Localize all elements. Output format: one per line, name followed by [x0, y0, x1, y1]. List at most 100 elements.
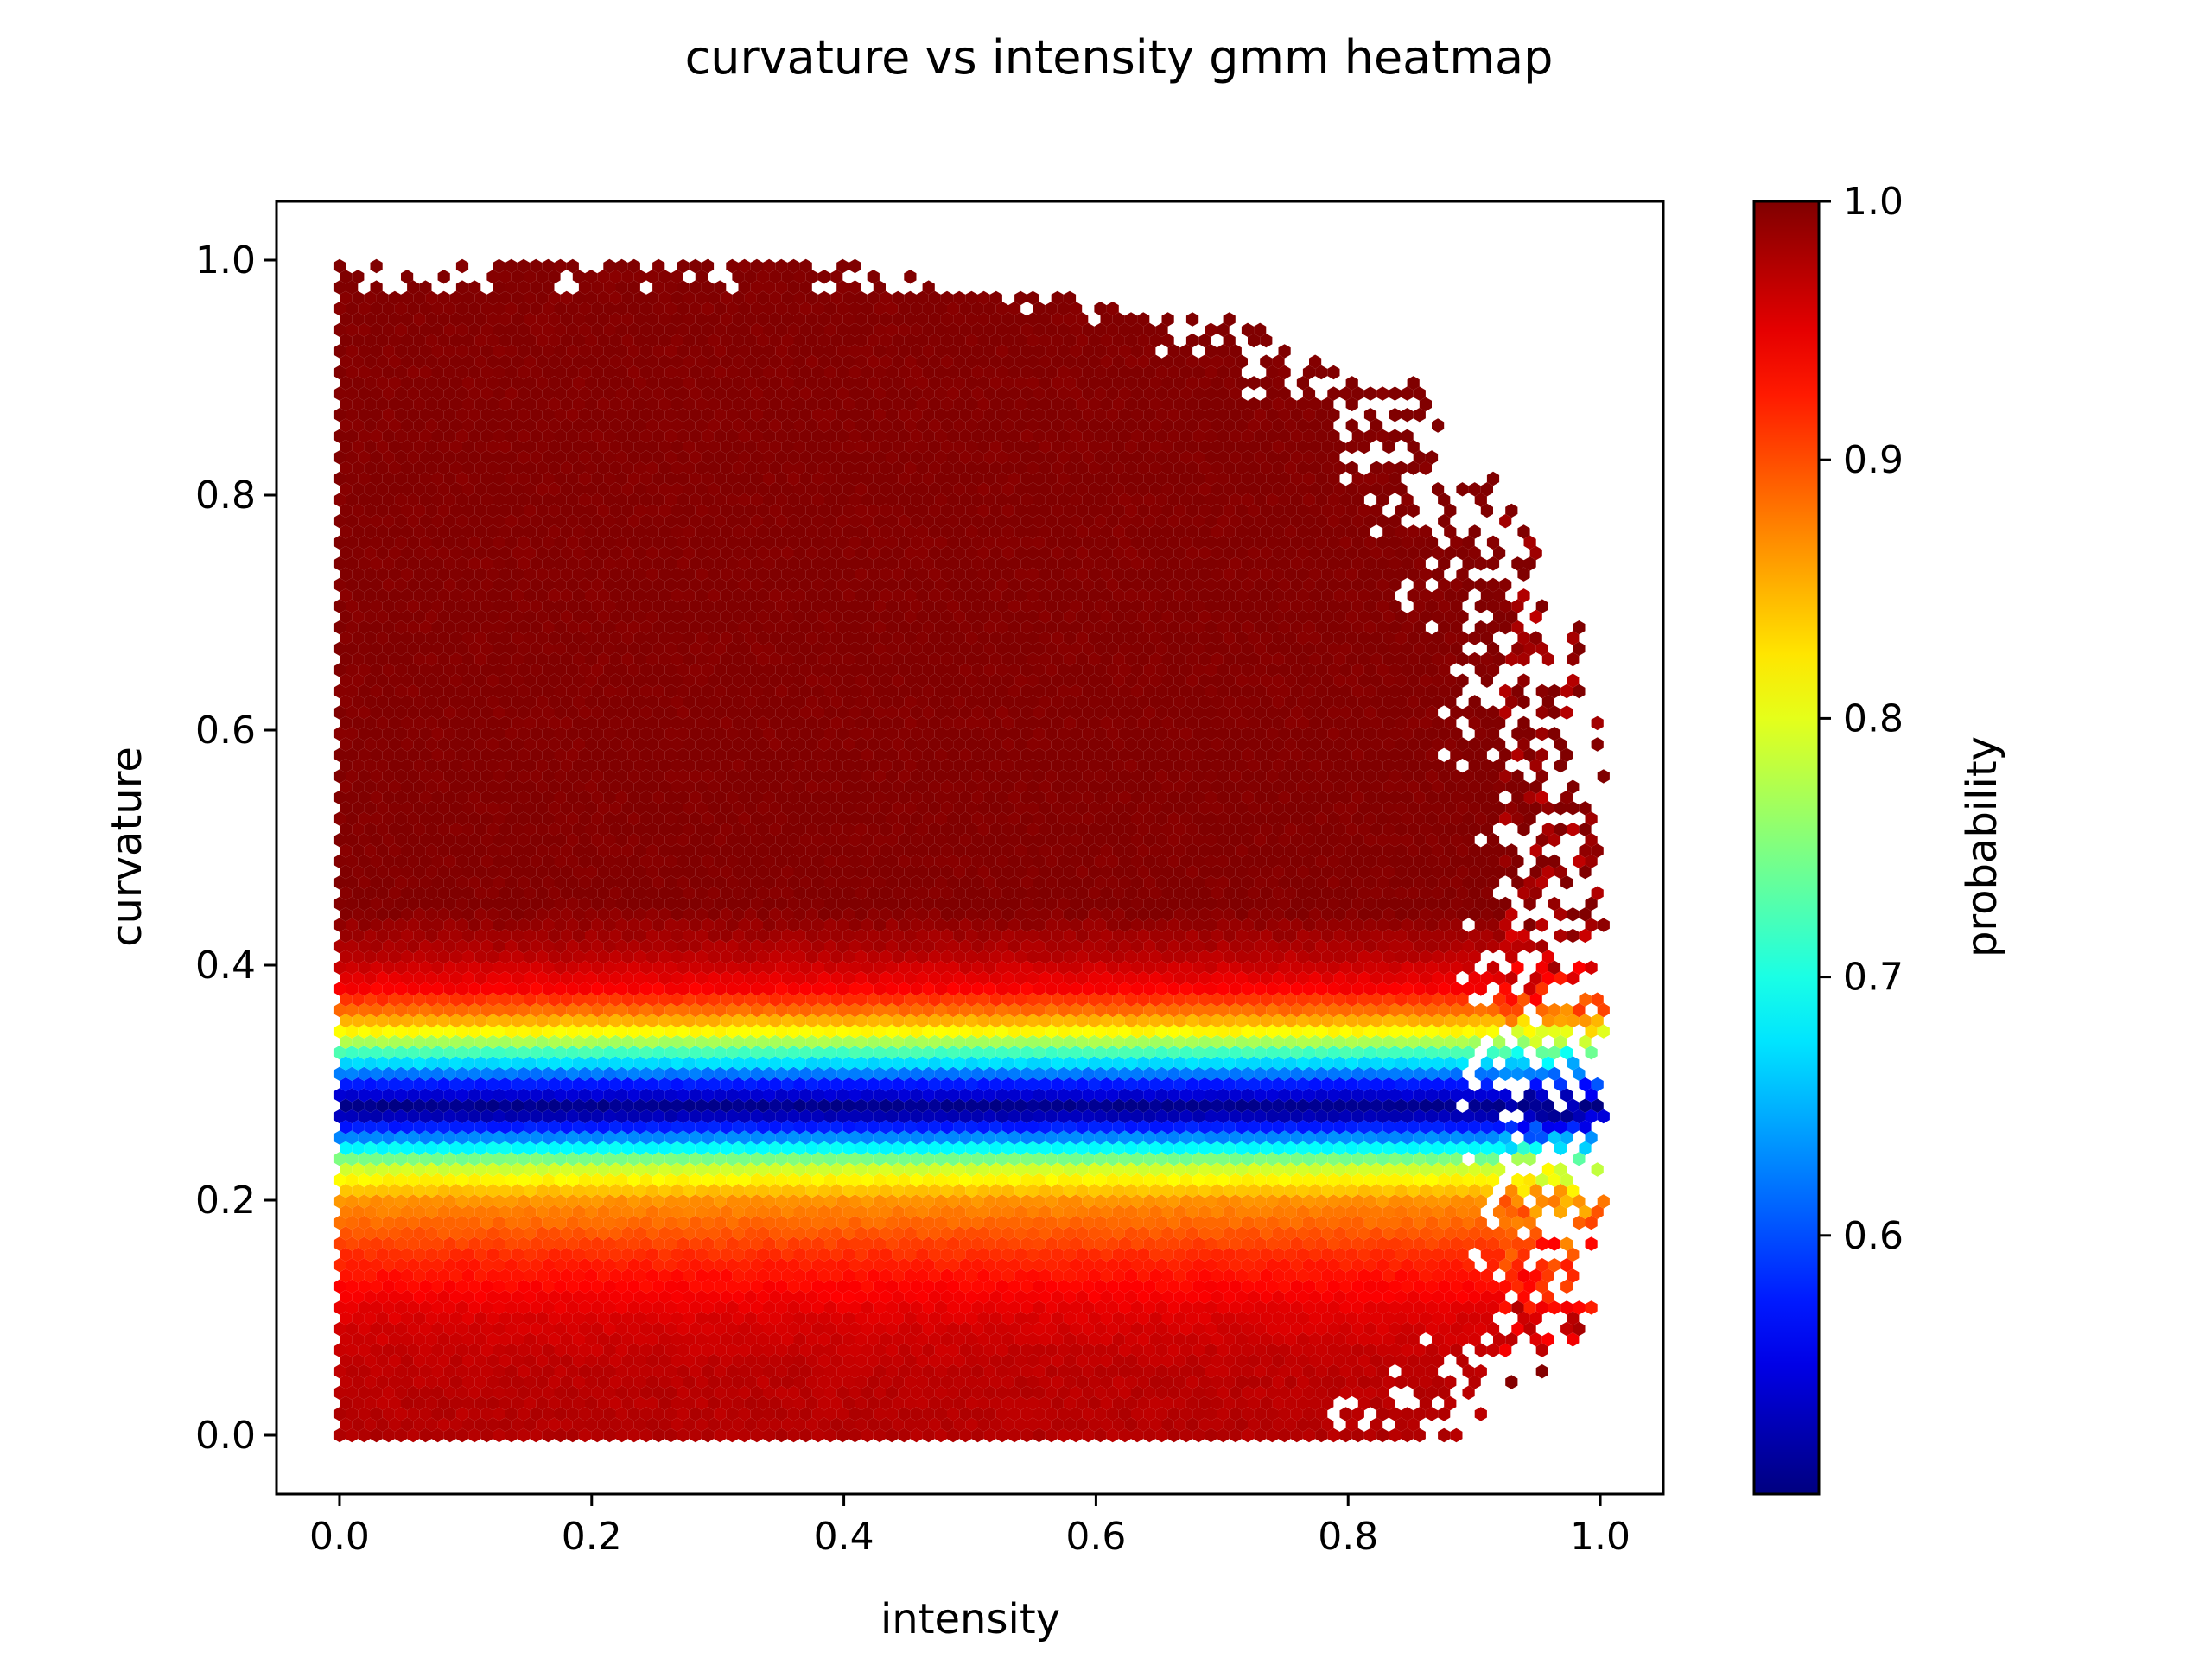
- hexbin-cell: [701, 1321, 715, 1337]
- hexbin-cell: [1389, 1407, 1402, 1421]
- hexbin-cell: [1057, 1385, 1070, 1400]
- hexbin-cell: [855, 1311, 868, 1325]
- hexbin-cell: [720, 1353, 733, 1369]
- hexbin-cell: [726, 1343, 739, 1357]
- hexbin-cell: [1082, 1364, 1095, 1379]
- hexbin-cell: [1137, 1332, 1150, 1347]
- hexbin-cell: [1217, 1407, 1230, 1421]
- hexbin-cell: [934, 1364, 947, 1379]
- hexbin-cell: [947, 1321, 960, 1337]
- hexbin-cell: [474, 1311, 487, 1325]
- hexbin-cell: [1185, 1332, 1199, 1347]
- hexbin-cell: [1118, 1427, 1131, 1443]
- hexbin-cell: [1094, 1407, 1107, 1421]
- hexbin-cell: [1033, 1364, 1046, 1379]
- hexbin-cell: [462, 1395, 475, 1411]
- hexbin-cell: [1254, 1407, 1267, 1421]
- hexbin-cell: [578, 1321, 592, 1337]
- hexbin-cell: [910, 1427, 923, 1443]
- hexbin-cell: [953, 1375, 966, 1389]
- hexbin-cell: [560, 1353, 573, 1369]
- hexbin-cell: [1076, 1353, 1089, 1369]
- hexbin-cell: [578, 1407, 592, 1421]
- hexbin-cell: [591, 1343, 604, 1357]
- hexbin-cell: [1131, 1407, 1144, 1421]
- hexbin-cell: [1137, 1395, 1150, 1411]
- hexbin-cell: [1217, 1364, 1230, 1379]
- hexbin-cell: [1290, 1385, 1303, 1400]
- hexbin-cell: [904, 1311, 917, 1325]
- hexbin-cell: [1302, 1427, 1316, 1443]
- hexbin-cell: [1425, 1364, 1439, 1379]
- hexbin-cell: [1179, 1321, 1193, 1337]
- hexbin-cell: [898, 1321, 911, 1337]
- hexbin-cell: [358, 1321, 371, 1337]
- hexbin-cell: [554, 1364, 567, 1379]
- hexbin-cell: [1112, 1417, 1125, 1432]
- hexbin-cell: [849, 1321, 861, 1337]
- hexbin-cell: [633, 1332, 646, 1347]
- hexbin-cell: [609, 1375, 622, 1389]
- hexbin-cell: [836, 1427, 849, 1443]
- hexbin-cell: [1315, 1407, 1328, 1421]
- hexbin-cell: [615, 1407, 628, 1421]
- hexbin-cell: [419, 1364, 432, 1379]
- hexbin-cell: [1284, 1332, 1297, 1347]
- hexbin-cell: [664, 1407, 677, 1421]
- hexbin-cell: [1419, 1395, 1432, 1411]
- hexbin-cell: [793, 1332, 806, 1347]
- hexbin-cell: [455, 1343, 469, 1357]
- hexbin-cell: [1395, 1417, 1408, 1432]
- hexbin-cell: [1008, 1343, 1021, 1357]
- hexbin-cell: [1290, 1321, 1303, 1337]
- hexbin-cell: [1082, 1427, 1095, 1443]
- hexbin-cell: [486, 1395, 499, 1411]
- hexbin-cell: [621, 1395, 634, 1411]
- hexbin-cell: [1027, 1417, 1039, 1432]
- hexbin-cell: [1039, 1395, 1052, 1411]
- hexbin-cell: [898, 1364, 911, 1379]
- hexbin-cell: [1070, 1321, 1083, 1337]
- hexbin-cell: [959, 1343, 972, 1357]
- hexbin-cell: [437, 1311, 450, 1325]
- hexbin-cell: [1112, 1353, 1125, 1369]
- hexbin-cell: [714, 1343, 727, 1357]
- hexbin-cell: [425, 1375, 438, 1389]
- hexbin-cell: [1149, 1332, 1162, 1347]
- hexbin-cell: [1327, 1343, 1340, 1357]
- hexbin-cell: [781, 1353, 794, 1369]
- hexbin-cell: [621, 1353, 634, 1369]
- hexbin-cell: [603, 1407, 616, 1421]
- hexbin-cell: [763, 1321, 776, 1337]
- hexbin-cell: [664, 1385, 677, 1400]
- hexbin-cell: [499, 1311, 512, 1325]
- hexbin-cell: [401, 1375, 414, 1389]
- hexbin-cell: [1456, 1353, 1469, 1369]
- hexbin-cell: [1413, 1364, 1426, 1379]
- hexbin-cell: [1444, 1395, 1457, 1411]
- hexbin-cell: [1033, 1343, 1046, 1357]
- hexbin-cell: [1051, 1417, 1064, 1432]
- hexbin-cell: [977, 1395, 990, 1411]
- hexbin-cell: [437, 1417, 450, 1432]
- hexbin-cell: [1266, 1321, 1279, 1337]
- hexbin-cell: [413, 1417, 426, 1432]
- hexbin-cell: [793, 1395, 806, 1411]
- hexbin-cell: [1192, 1343, 1205, 1357]
- hexbin-cell: [1499, 1343, 1512, 1357]
- hexbin-cell: [756, 1311, 770, 1325]
- hexbin-cell: [1229, 1343, 1242, 1357]
- hexbin-cell: [364, 1311, 377, 1325]
- hexbin-cell: [1173, 1375, 1186, 1389]
- hexbin-cell: [1450, 1343, 1463, 1357]
- hexbin-cell: [358, 1364, 371, 1379]
- hexbin-cell: [750, 1364, 763, 1379]
- hexbin-cell: [953, 1395, 966, 1411]
- hexbin-cell: [934, 1427, 947, 1443]
- hexbin-cell: [376, 1417, 389, 1432]
- hexbin-cell: [1548, 1236, 1561, 1251]
- hexbin-cell: [898, 1407, 911, 1421]
- hexbin-cell: [1395, 1332, 1408, 1347]
- hexbin-cell: [652, 1321, 665, 1337]
